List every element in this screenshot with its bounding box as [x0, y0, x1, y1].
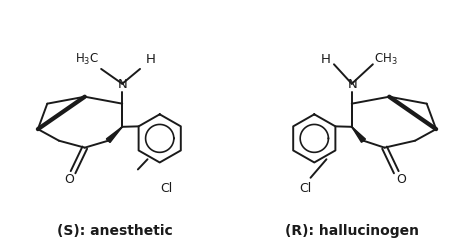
Text: N: N	[118, 78, 128, 91]
Polygon shape	[106, 127, 122, 143]
Text: O: O	[396, 172, 406, 185]
Text: N: N	[347, 78, 357, 91]
Text: CH$_3$: CH$_3$	[374, 52, 397, 67]
Text: O: O	[64, 172, 74, 185]
Text: (S): anesthetic: (S): anesthetic	[57, 223, 173, 237]
Text: H: H	[321, 53, 331, 66]
Polygon shape	[352, 127, 365, 143]
Text: (R): hallucinogen: (R): hallucinogen	[285, 223, 419, 237]
Text: H: H	[146, 53, 155, 66]
Text: Cl: Cl	[299, 181, 311, 194]
Text: Cl: Cl	[161, 181, 173, 194]
Text: H$_3$C: H$_3$C	[75, 52, 99, 67]
